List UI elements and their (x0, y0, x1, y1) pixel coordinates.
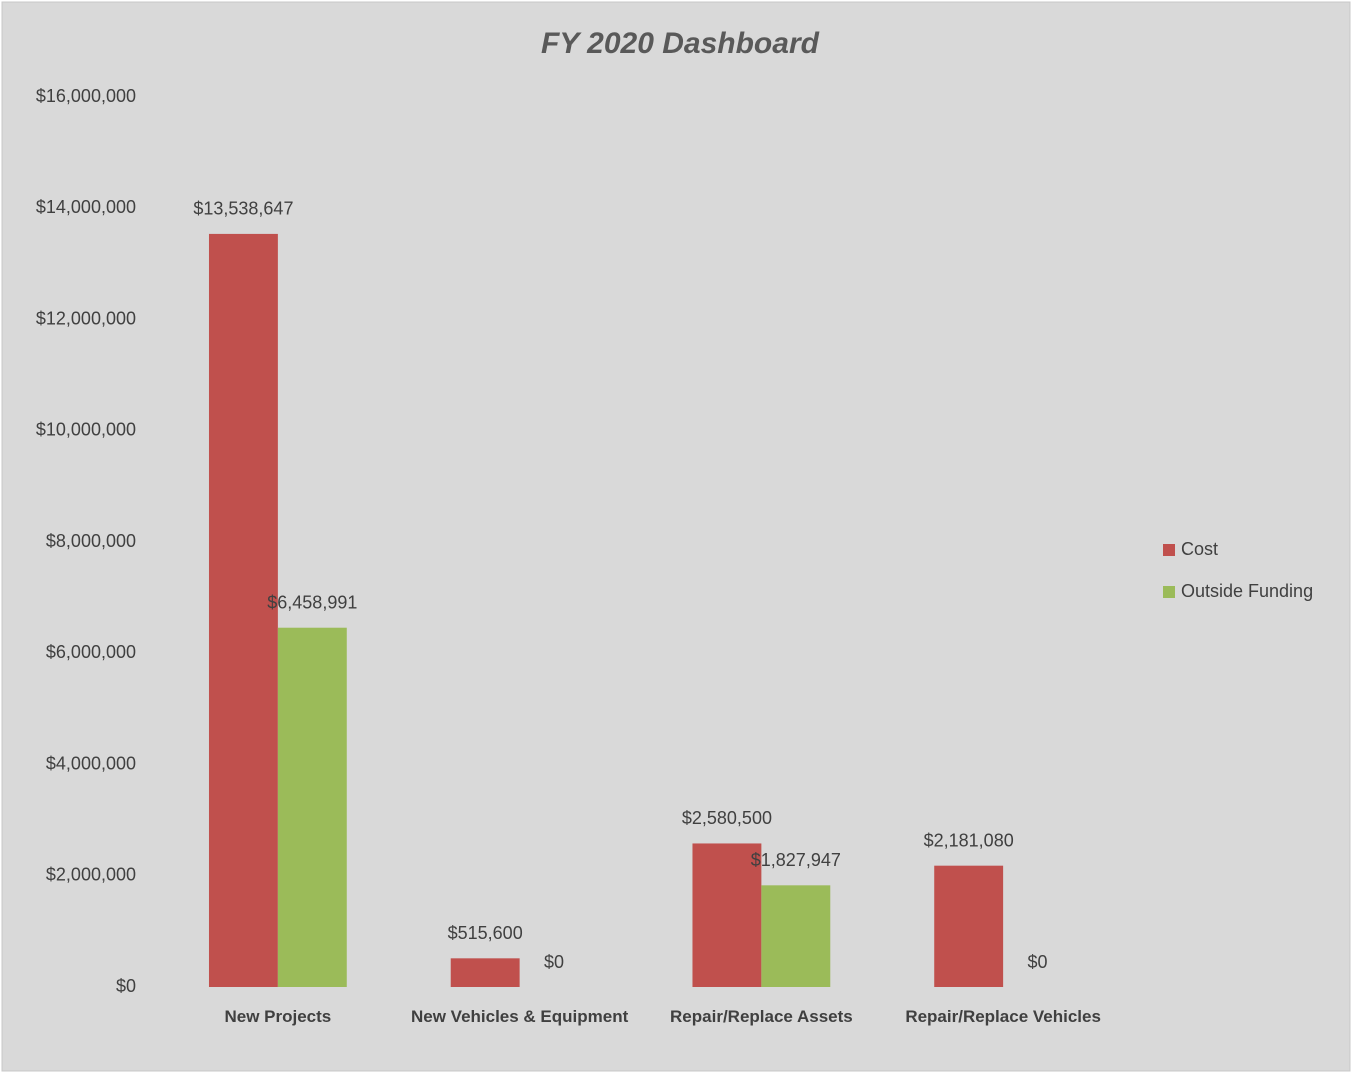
bar (277, 627, 347, 987)
bar (450, 958, 520, 987)
legend-swatch (1163, 586, 1175, 598)
y-tick-label: $10,000,000 (36, 420, 136, 440)
y-tick-label: $14,000,000 (36, 197, 136, 217)
bar (934, 865, 1004, 987)
y-tick-label: $8,000,000 (46, 531, 136, 551)
y-tick-label: $2,000,000 (46, 865, 136, 885)
legend-label: Outside Funding (1181, 581, 1313, 601)
bar (208, 233, 278, 987)
chart-title: FY 2020 Dashboard (541, 27, 820, 60)
x-tick-label: New Vehicles & Equipment (410, 1007, 629, 1026)
data-label: $0 (544, 952, 564, 972)
legend-swatch (1163, 544, 1175, 556)
data-label: $6,458,991 (267, 592, 357, 612)
x-tick-label: New Projects (224, 1007, 332, 1026)
legend-label: Cost (1181, 539, 1218, 559)
y-tick-label: $16,000,000 (36, 86, 136, 106)
x-tick-label: Repair/Replace Assets (670, 1007, 853, 1026)
bar (692, 843, 762, 987)
data-label: $515,600 (448, 923, 523, 943)
bar (761, 885, 831, 987)
y-tick-label: $4,000,000 (46, 753, 136, 773)
y-tick-label: $0 (116, 976, 136, 996)
data-label: $2,181,080 (924, 830, 1014, 850)
data-label: $1,827,947 (751, 850, 841, 870)
y-tick-label: $12,000,000 (36, 308, 136, 328)
y-tick-label: $6,000,000 (46, 642, 136, 662)
data-label: $13,538,647 (193, 199, 293, 219)
data-label: $2,580,500 (682, 808, 772, 828)
data-label: $0 (1028, 952, 1048, 972)
x-tick-label: Repair/Replace Vehicles (905, 1007, 1101, 1026)
